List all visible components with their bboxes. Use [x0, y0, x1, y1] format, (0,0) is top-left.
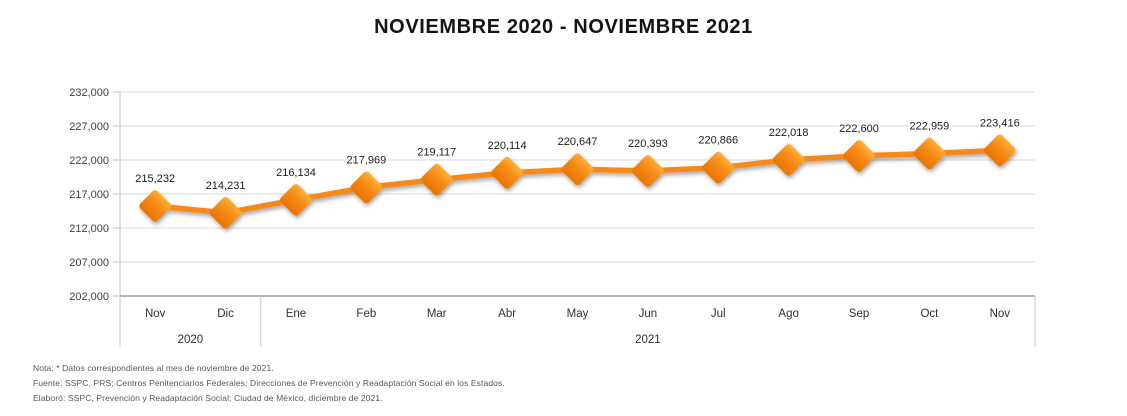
data-point-marker: [280, 184, 312, 216]
y-axis-label: 202,000: [69, 291, 109, 303]
data-point-label: 214,231: [206, 180, 246, 192]
x-axis-label: Dic: [217, 308, 234, 320]
note-elaboro: Elaboró: SSPC, Prevención y Readaptación…: [33, 393, 383, 403]
data-point-marker: [984, 134, 1016, 167]
note-fuente: Fuente: SSPC, PRS; Centros Penitenciario…: [33, 378, 505, 388]
data-point-label: 220,866: [698, 135, 738, 147]
data-point-label: 222,959: [910, 120, 950, 132]
data-point-label: 220,393: [628, 138, 668, 150]
data-series: [139, 134, 1016, 229]
x-axis-label: Ene: [286, 308, 306, 320]
data-point-label: 220,114: [488, 140, 527, 152]
y-axis-label: 207,000: [69, 257, 109, 269]
data-point-marker: [209, 197, 242, 229]
data-point-marker: [491, 157, 523, 189]
x-axis-label: May: [567, 308, 589, 320]
x-axis-label: Abr: [498, 308, 516, 320]
data-point-label: 217,969: [346, 154, 386, 166]
x-axis-label: Jun: [639, 308, 658, 320]
data-point-marker: [843, 140, 875, 172]
data-point-label: 222,600: [839, 123, 879, 135]
data-point-label: 220,647: [558, 136, 598, 148]
chart-title: NOVIEMBRE 2020 - NOVIEMBRE 2021: [374, 16, 753, 38]
data-point-marker: [350, 171, 383, 204]
chart-plot-area: 202,000 207,000 212,000 217,000 222,000 227,0…: [69, 87, 1036, 347]
footnotes: Nota: * Datos correspondientes al mes de…: [33, 361, 505, 406]
note-nota: Nota: * Datos correspondientes al mes de…: [33, 363, 274, 373]
x-axis-label: Ago: [778, 308, 798, 320]
year-label: 2020: [178, 334, 204, 346]
y-axis-label: 217,000: [69, 189, 109, 201]
y-axis-label: 222,000: [69, 155, 109, 167]
x-axis-label: Feb: [356, 308, 376, 320]
x-axis-label: Nov: [990, 308, 1011, 320]
x-axis-label: Mar: [427, 308, 447, 320]
data-point-label: 223,416: [980, 117, 1020, 129]
x-axis-label: Sep: [849, 308, 869, 320]
data-point-label: 215,232: [135, 173, 175, 185]
data-point-label: 219,117: [417, 147, 456, 159]
year-label: 2021: [635, 334, 661, 346]
x-axis-label: Jul: [711, 308, 726, 320]
y-axis-label: 232,000: [69, 87, 109, 99]
data-point-marker: [913, 137, 946, 170]
y-axis-label: 227,000: [69, 121, 109, 133]
data-point-marker: [420, 163, 453, 196]
data-point-label: 216,134: [276, 167, 316, 179]
data-point-label: 222,018: [769, 127, 809, 139]
x-axis-label: Oct: [920, 308, 939, 320]
data-point-marker: [632, 155, 664, 187]
data-point-marker: [561, 153, 594, 186]
x-axis-label: Nov: [145, 308, 166, 320]
data-point-marker: [139, 190, 171, 222]
data-point-marker: [772, 144, 805, 176]
data-point-marker: [702, 151, 735, 184]
y-axis-label: 212,000: [69, 223, 109, 235]
